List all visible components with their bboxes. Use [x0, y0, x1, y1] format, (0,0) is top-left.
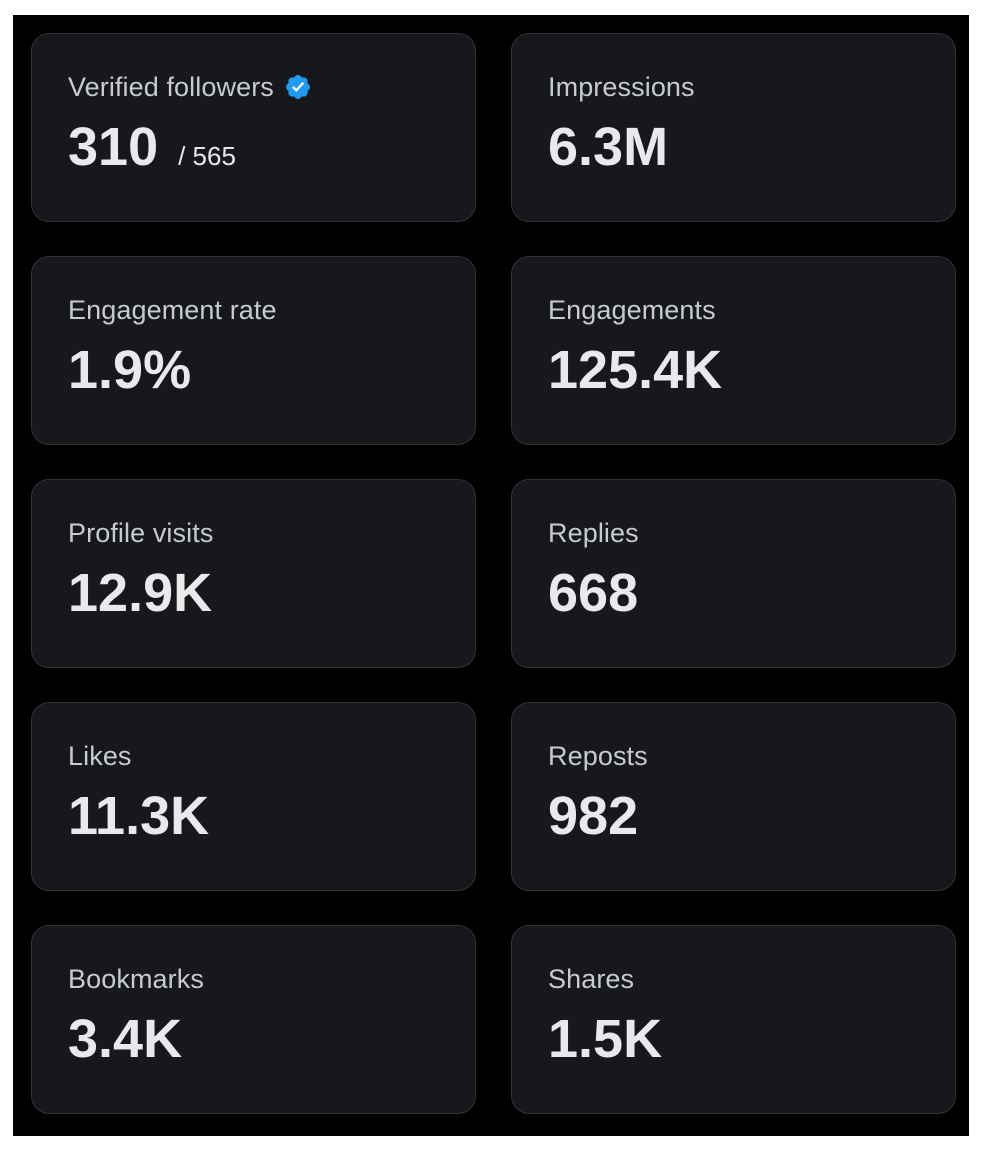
metric-label-row: Likes: [68, 739, 475, 773]
analytics-panel: Verified followers 310 / 565 Impressions…: [13, 15, 969, 1136]
metric-label: Profile visits: [68, 517, 214, 548]
metrics-grid: Verified followers 310 / 565 Impressions…: [31, 33, 956, 1114]
metric-card-shares[interactable]: Shares 1.5K: [511, 925, 956, 1114]
metric-label: Verified followers: [68, 71, 274, 102]
metric-label-row: Verified followers: [68, 70, 475, 104]
metric-label: Impressions: [548, 71, 695, 102]
metric-value: 12.9K: [68, 563, 213, 623]
metric-value: 310: [68, 117, 159, 177]
metric-label-row: Profile visits: [68, 516, 475, 550]
metric-value-row: 12.9K: [68, 562, 475, 624]
metric-value-row: 125.4K: [548, 339, 955, 401]
metric-value-row: 668: [548, 562, 955, 624]
metric-value: 11.3K: [68, 786, 210, 846]
metric-card-impressions[interactable]: Impressions 6.3M: [511, 33, 956, 222]
metric-label-row: Reposts: [548, 739, 955, 773]
metric-card-profile-visits[interactable]: Profile visits 12.9K: [31, 479, 476, 668]
metric-label: Reposts: [548, 740, 648, 771]
metric-value: 125.4K: [548, 340, 723, 400]
metric-value-row: 1.9%: [68, 339, 475, 401]
metric-value-row: 310 / 565: [68, 116, 475, 178]
metric-label-row: Engagements: [548, 293, 955, 327]
metric-value-row: 3.4K: [68, 1008, 475, 1070]
metric-card-replies[interactable]: Replies 668: [511, 479, 956, 668]
metric-card-bookmarks[interactable]: Bookmarks 3.4K: [31, 925, 476, 1114]
metric-label: Shares: [548, 963, 635, 994]
metric-label: Engagements: [548, 294, 716, 325]
metric-label: Engagement rate: [68, 294, 277, 325]
metric-value: 6.3M: [548, 117, 669, 177]
metric-value: 982: [548, 786, 639, 846]
metric-label-row: Impressions: [548, 70, 955, 104]
metric-value-row: 6.3M: [548, 116, 955, 178]
metric-value: 1.9%: [68, 340, 192, 400]
verified-badge-icon: [284, 73, 312, 101]
metric-label-row: Shares: [548, 962, 955, 996]
metric-label-row: Engagement rate: [68, 293, 475, 327]
metric-card-verified-followers[interactable]: Verified followers 310 / 565: [31, 33, 476, 222]
metric-value-row: 982: [548, 785, 955, 847]
metric-label-row: Replies: [548, 516, 955, 550]
metric-label: Replies: [548, 517, 639, 548]
metric-card-engagement-rate[interactable]: Engagement rate 1.9%: [31, 256, 476, 445]
metric-value: 668: [548, 563, 639, 623]
metric-label: Likes: [68, 740, 132, 771]
metric-label: Bookmarks: [68, 963, 204, 994]
metric-value-row: 1.5K: [548, 1008, 955, 1070]
metric-card-engagements[interactable]: Engagements 125.4K: [511, 256, 956, 445]
metric-total-value: / 565: [178, 141, 236, 171]
metric-card-reposts[interactable]: Reposts 982: [511, 702, 956, 891]
metric-card-likes[interactable]: Likes 11.3K: [31, 702, 476, 891]
metric-value: 1.5K: [548, 1009, 663, 1069]
metric-value-row: 11.3K: [68, 785, 475, 847]
metric-value: 3.4K: [68, 1009, 183, 1069]
metric-label-row: Bookmarks: [68, 962, 475, 996]
